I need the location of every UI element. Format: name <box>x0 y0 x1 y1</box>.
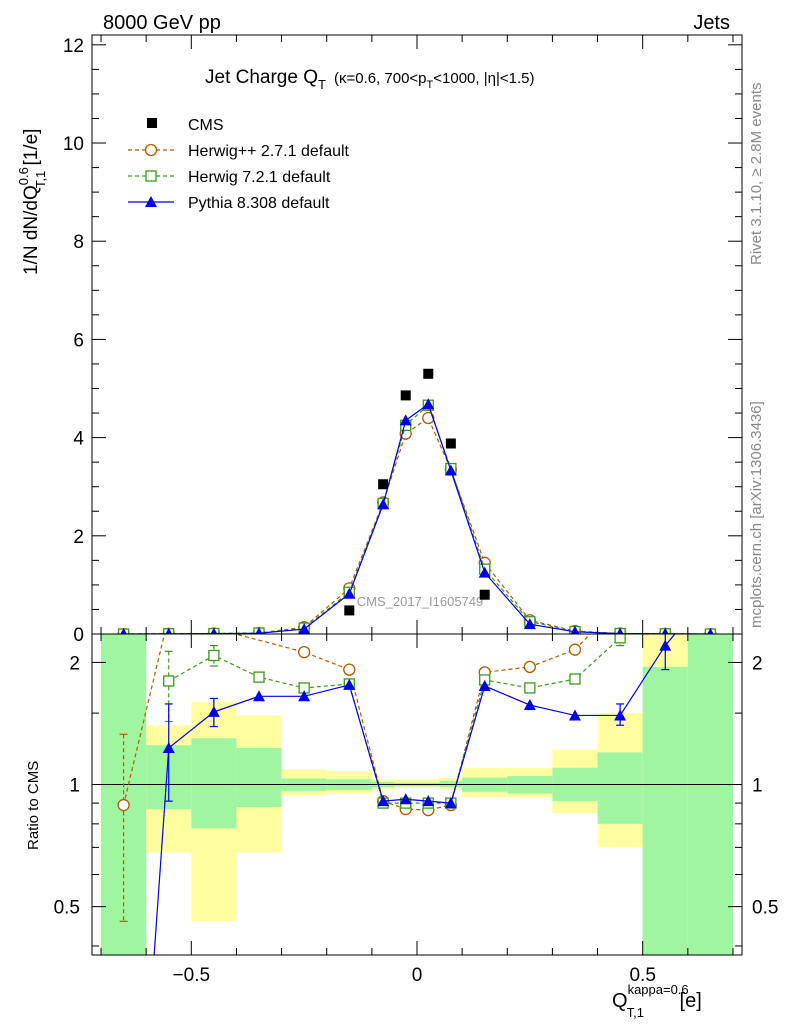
ratio-point-herwig7-2 <box>253 671 265 683</box>
ratio-y-axis-label: Ratio to CMS <box>25 761 42 850</box>
analysis-watermark: CMS_2017_I1605749 <box>357 594 484 609</box>
ratio-plot-area <box>92 585 742 955</box>
main-point-pythia-14 <box>661 627 669 634</box>
ratio-point-pythia-5 <box>343 678 356 690</box>
main-point-data-3 <box>423 368 434 379</box>
main-point-pythia-9 <box>444 464 457 476</box>
ratio-point-pythia-1 <box>162 742 175 754</box>
main-ytick-label-6: 12 <box>63 36 84 57</box>
ratio-ytick-label-right-2: 2 <box>752 653 763 674</box>
ratio-point-herwig7-1 <box>208 649 220 662</box>
legend-label-herwig7: Herwig 7.2.1 default <box>188 169 331 186</box>
ratio-point-pythia-12 <box>568 709 581 721</box>
main-point-data-1 <box>378 479 389 490</box>
ratio-point-herwig_pp-3 <box>343 663 356 676</box>
main-point-pythia-2 <box>210 627 218 634</box>
ratio-band-inner-3 <box>236 748 282 808</box>
main-ytick-label-4: 8 <box>73 232 84 253</box>
ratio-point-herwig_pp-2 <box>298 645 311 659</box>
legend-label-herwig-pp: Herwig++ 2.7.1 default <box>188 143 350 160</box>
ratio-point-herwig7-11 <box>569 673 581 685</box>
ratio-point-herwig_pp-1 <box>163 611 174 622</box>
main-point-pythia-0 <box>120 628 127 634</box>
main-point-pythia-3 <box>255 627 263 634</box>
x-tick-label-1: 0 <box>412 965 423 986</box>
legend-marker-pythia <box>145 196 157 207</box>
main-point-pythia-12 <box>570 625 580 634</box>
main-point-data-0 <box>344 605 355 616</box>
ratio-point-pythia-11 <box>523 699 536 711</box>
ratio-band-inner-13 <box>597 752 643 824</box>
ratio-band-inner-15 <box>687 634 733 955</box>
header-observable-label: Jets <box>693 12 730 34</box>
ratio-ytick-label-1: 1 <box>69 776 80 797</box>
main-point-pythia-7 <box>399 414 412 426</box>
ratio-point-pythia-4 <box>298 690 311 702</box>
ratio-point-pythia-7 <box>399 793 412 805</box>
ratio-band-inner-0 <box>101 634 147 955</box>
header-energy-label: 8000 GeV pp <box>103 12 221 34</box>
legend: CMS Herwig++ 2.7.1 default Herwig 7.2.1 … <box>128 117 350 212</box>
ratio-point-pythia-8 <box>422 795 435 807</box>
main-point-data-2 <box>400 390 411 401</box>
main-point-pythia-1 <box>165 627 173 634</box>
main-point-data-5 <box>479 589 490 600</box>
main-point-pythia-10 <box>478 566 491 578</box>
ratio-point-herwig7-0 <box>163 675 175 687</box>
ratio-point-pythia-10 <box>478 679 491 691</box>
main-point-pythia-11 <box>523 618 536 630</box>
y-axis-label: 1/N dN/dQ0.6 T,1 [1/e] <box>16 129 48 275</box>
legend-marker-herwig7 <box>145 170 157 182</box>
ratio-series-line-herwig_pp <box>123 634 592 811</box>
ratio-point-herwig_pp-0 <box>117 798 130 812</box>
ratio-point-pythia-6 <box>377 795 390 807</box>
main-point-herwig_pp-8 <box>422 411 435 425</box>
ratio-point-herwig_pp-9 <box>523 660 536 674</box>
main-ytick-label-5: 10 <box>63 134 84 155</box>
x-tick-label-2: 0.5 <box>629 965 655 986</box>
ratio-point-pythia-14 <box>659 639 672 651</box>
ratio-point-herwig_pp-11 <box>615 598 626 609</box>
legend-label-cms: CMS <box>188 117 224 134</box>
main-ytick-label-1: 2 <box>73 527 84 548</box>
ratio-point-pythia-13 <box>614 709 627 721</box>
legend-label-pythia: Pythia 8.308 default <box>188 195 330 212</box>
legend-marker-herwig-pp <box>144 143 158 157</box>
ratio-ytick-label-right-1: 1 <box>752 776 763 797</box>
ratio-point-pythia-9 <box>444 797 457 809</box>
main-ytick-label-0: 0 <box>73 625 84 646</box>
ratio-point-pythia-2 <box>207 705 220 717</box>
ratio-band-inner-2 <box>191 738 237 829</box>
ratio-band-inner-14 <box>642 666 688 955</box>
ratio-series-line-pythia <box>153 634 676 955</box>
main-point-pythia-8 <box>422 398 435 410</box>
main-ytick-label-2: 4 <box>73 429 84 450</box>
legend-marker-cms <box>147 118 157 128</box>
x-axis-label: Qkappa=0.6 T,1 [e] <box>612 982 702 1020</box>
ratio-uncertainty-bands <box>101 634 733 955</box>
ratio-ytick-label-2: 2 <box>69 653 80 674</box>
plot-title: Jet Charge QT (κ=0.6, 700<pT<1000, |η|<1.… <box>205 67 534 92</box>
main-point-pythia-4 <box>298 623 311 634</box>
ratio-point-herwig7-10 <box>524 682 536 694</box>
x-tick-label-0: −0.5 <box>173 965 211 986</box>
main-point-pythia-13 <box>616 627 624 634</box>
rivet-version-label: Rivet 3.1.10, ≥ 2.8M events <box>748 83 765 266</box>
main-point-pythia-15 <box>707 628 714 634</box>
ratio-point-pythia-3 <box>253 690 266 702</box>
ratio-point-herwig_pp-10 <box>568 643 582 656</box>
ratio-point-pythia-15 <box>704 585 716 596</box>
ratio-ytick-label-0: 0.5 <box>54 898 80 919</box>
main-ytick-label-3: 6 <box>73 330 84 351</box>
main-point-pythia-6 <box>377 498 390 510</box>
mcplots-label: mcplots.cern.ch [arXiv:1306.3436] <box>748 401 765 628</box>
ratio-point-herwig7-12 <box>614 634 626 644</box>
main-point-data-4 <box>445 438 456 449</box>
ratio-ytick-label-right-0: 0.5 <box>752 898 778 919</box>
main-point-pythia-5 <box>343 587 356 599</box>
